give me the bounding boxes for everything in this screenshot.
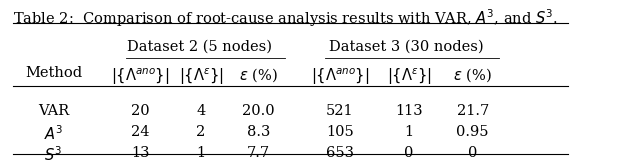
Text: VAR: VAR (38, 104, 69, 118)
Text: $|\{\Lambda^{ano}\}|$: $|\{\Lambda^{ano}\}|$ (310, 66, 369, 87)
Text: Dataset 3 (30 nodes): Dataset 3 (30 nodes) (329, 39, 484, 53)
Text: 0: 0 (468, 146, 477, 160)
Text: 1: 1 (196, 146, 205, 160)
Text: 21.7: 21.7 (456, 104, 489, 118)
Text: $|\{\Lambda^{\epsilon}\}|$: $|\{\Lambda^{\epsilon}\}|$ (387, 66, 431, 87)
Text: 13: 13 (131, 146, 149, 160)
Text: Table 2:  Comparison of root-cause analysis results with VAR, $A^3$, and $S^3$.: Table 2: Comparison of root-cause analys… (13, 7, 558, 29)
Text: $A^3$: $A^3$ (44, 125, 63, 143)
Text: 2: 2 (196, 125, 205, 139)
Text: $\epsilon$ (%): $\epsilon$ (%) (239, 66, 278, 84)
Text: 8.3: 8.3 (247, 125, 271, 139)
Text: 0.95: 0.95 (456, 125, 489, 139)
Text: $S^3$: $S^3$ (44, 146, 63, 165)
Text: 521: 521 (326, 104, 353, 118)
Text: 1: 1 (404, 125, 413, 139)
Text: Method: Method (25, 66, 82, 80)
Text: 105: 105 (326, 125, 353, 139)
Text: 0: 0 (404, 146, 414, 160)
Text: 20: 20 (131, 104, 150, 118)
Text: Dataset 2 (5 nodes): Dataset 2 (5 nodes) (127, 39, 272, 53)
Text: 653: 653 (326, 146, 354, 160)
Text: 7.7: 7.7 (247, 146, 270, 160)
Text: $|\{\Lambda^{\epsilon}\}|$: $|\{\Lambda^{\epsilon}\}|$ (179, 66, 223, 87)
Text: 24: 24 (131, 125, 149, 139)
Text: 4: 4 (196, 104, 205, 118)
Text: 20.0: 20.0 (243, 104, 275, 118)
Text: $|\{\Lambda^{ano}\}|$: $|\{\Lambda^{ano}\}|$ (111, 66, 170, 87)
Text: 113: 113 (396, 104, 423, 118)
Text: $\epsilon$ (%): $\epsilon$ (%) (453, 66, 492, 84)
